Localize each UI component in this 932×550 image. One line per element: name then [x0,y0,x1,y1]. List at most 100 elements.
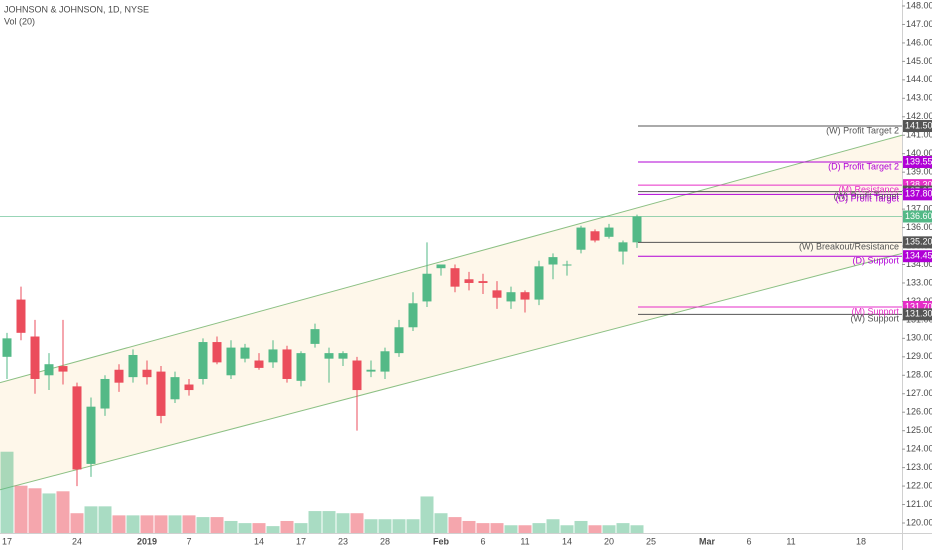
volume-bar [28,488,42,533]
volume-bar [476,523,490,533]
candle-body [632,216,642,243]
candle-body [226,347,236,376]
volume-bar [490,523,504,533]
candle-body [324,353,334,359]
volume-bar [308,511,322,533]
channel-fill [0,135,902,490]
y-tick-label: 143.00 [906,93,932,103]
candle-body [58,366,68,372]
volume-bar [70,513,84,533]
volume-bar [420,496,434,533]
candle-body [212,342,222,363]
level-label: (D) Profit Target 2 [828,161,899,171]
y-tick-label: 121.00 [906,499,932,509]
x-tick-label: 24 [72,536,82,546]
y-tick-label: 127.00 [906,388,932,398]
volume-bar [364,519,378,533]
y-tick-label: 123.00 [906,462,932,472]
candle-body [380,351,390,372]
volume-bar [224,520,238,533]
volume-bar [406,519,420,533]
price-tag-label: 141.50 [905,120,932,130]
y-tick-label: 134.00 [906,259,932,269]
candle-body [450,268,460,287]
volume-bar [630,525,644,533]
x-tick-label: 14 [562,536,572,546]
candle-body [100,378,110,409]
candle-body [562,264,572,266]
volume-bar [532,523,546,533]
price-tag [903,120,932,133]
x-tick-label: 2019 [137,536,157,546]
y-tick-label: 147.00 [906,19,932,29]
y-tick-label: 120.00 [906,517,932,527]
volume-bar [588,525,602,533]
candle-body [156,371,166,416]
price-tag-label: 136.60 [905,211,932,221]
volume-bar [574,520,588,533]
volume-bar [518,525,532,533]
volume-title: Vol (20) [4,16,35,26]
volume-bar [84,506,98,533]
price-tag-label: 135.20 [905,237,932,247]
candle-body [268,349,278,363]
y-tick-label: 145.00 [906,56,932,66]
price-tag-label: 131.70 [905,301,932,311]
level-label: (M) Support [851,306,899,316]
y-tick-label: 132.00 [906,296,932,306]
candle-body [16,299,26,333]
level-label: (W) Profit Target 2 [826,125,899,135]
volume-bar [336,513,350,533]
candle-body [590,231,600,241]
volume-bar [112,515,126,533]
price-tag [903,308,932,321]
y-tick-label: 125.00 [906,425,932,435]
x-tick-label: 25 [646,536,656,546]
volume-bar [294,523,308,533]
x-tick-label: 11 [520,536,529,546]
candle-body [170,377,180,400]
candle-body [142,369,152,378]
x-tick-label: 20 [604,536,614,546]
candle-body [520,292,530,300]
candle-body [548,257,558,265]
volume-bar [462,520,476,533]
volume-bar [168,515,182,533]
x-tick-label: 11 [786,536,795,546]
candle-body [254,360,264,368]
candle-body [86,406,96,464]
candle-body [296,353,306,381]
price-tag [903,250,932,263]
plot [0,125,902,533]
x-tick-label: Mar [699,536,716,546]
level-label: (D) Profit Target [836,194,900,204]
x-tick-label: 23 [338,536,348,546]
x-tick-label: 17 [2,536,12,546]
candle-body [184,384,194,391]
level-label: (W) Support [850,314,899,324]
candle-body [436,264,446,269]
candle-body [282,349,292,379]
candle-body [366,369,376,372]
volume-bar [252,523,266,533]
volume-bar [378,519,392,533]
y-tick-label: 148.00 [906,0,932,10]
volume-bar [140,515,154,533]
y-tick-label: 128.00 [906,370,932,380]
volume-bar [210,517,224,533]
candle-body [2,338,12,357]
candle-body [44,364,54,376]
x-tick-label: 17 [296,536,306,546]
x-tick-label: 7 [186,536,191,546]
x-tick-label: 14 [254,536,264,546]
volume-bar [182,515,196,533]
candle-body [310,329,320,344]
volume-bar [196,517,210,533]
x-tick-label: 18 [856,536,866,546]
volume-bar [546,519,560,533]
y-tick-label: 141.00 [906,130,932,140]
volume-bar [434,513,448,533]
candle-body [198,342,208,379]
volume-bar [602,525,616,533]
